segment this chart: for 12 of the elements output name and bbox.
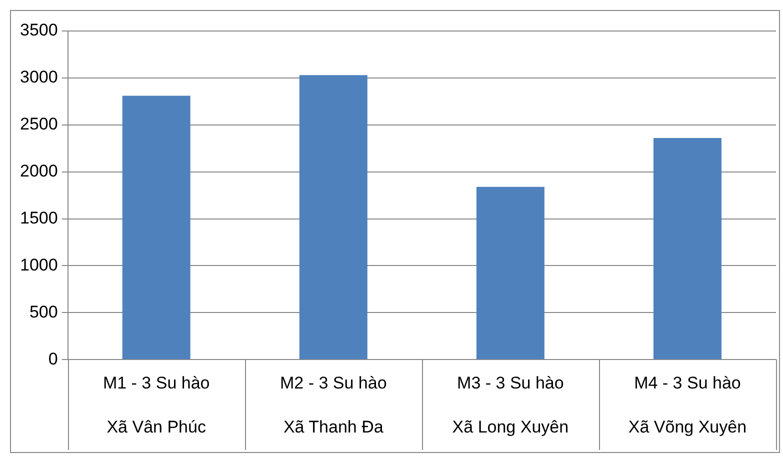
category-label: M2 - 3 Su hào Xã Thanh Đa	[280, 373, 387, 437]
y-tick-label: 0	[48, 349, 58, 368]
y-tick-label: 2000	[20, 162, 58, 181]
y-tick-label: 500	[29, 302, 58, 322]
y-tick-label: 1000	[20, 255, 58, 274]
y-tick-label: 3000	[20, 68, 58, 87]
category-label: M1 - 3 Su hào Xã Vân Phúc	[102, 373, 210, 437]
category-label: M3 - 3 Su hào Xã Long Xuyên	[452, 373, 569, 437]
y-tick-label: 1500	[20, 208, 58, 228]
y-tick-label: 2500	[20, 114, 58, 134]
y-tick-label: 3500	[20, 20, 58, 40]
category-label: M4 - 3 Su hào Xã Võng Xuyên	[628, 373, 747, 437]
